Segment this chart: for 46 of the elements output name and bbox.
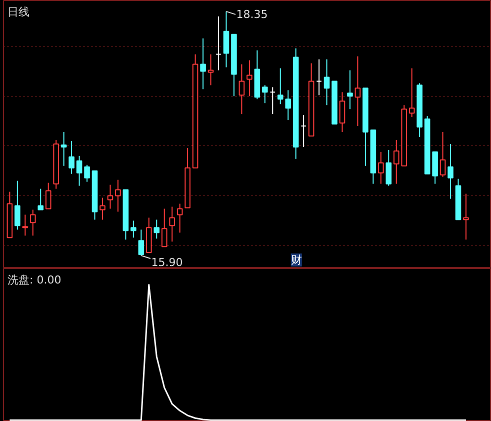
annotation: 财 [290, 254, 302, 266]
candlestick [84, 164, 90, 182]
candlestick [22, 214, 28, 236]
candlestick [154, 219, 160, 240]
candlestick [463, 193, 469, 240]
candlestick [316, 58, 322, 96]
candlestick [216, 16, 222, 71]
candlestick [285, 90, 291, 121]
candlestick [176, 203, 183, 234]
candlestick [270, 86, 276, 115]
candlestick [169, 206, 175, 242]
candlestick [38, 188, 44, 210]
candlestick [324, 58, 330, 106]
candlestick [200, 38, 206, 90]
candlestick [223, 10, 230, 68]
candlestick [386, 149, 392, 186]
candlestick [100, 197, 106, 220]
candlestick [14, 180, 20, 230]
candlestick [68, 140, 74, 174]
candlestick [339, 92, 346, 133]
candlestick [115, 179, 121, 212]
annotation: 18.35 [236, 8, 268, 21]
candlestick [138, 229, 144, 256]
candlestick [354, 56, 361, 127]
candlestick [60, 132, 67, 166]
candlestick [30, 209, 36, 236]
candlestick [300, 114, 306, 148]
candlestick [161, 208, 168, 248]
candlestick [238, 64, 245, 115]
candlestick [408, 68, 415, 118]
candlestick [246, 60, 252, 97]
annotation: 15.90 [151, 256, 183, 270]
candlestick [277, 68, 284, 105]
chart-title: 洗盘: 0.00 [8, 274, 62, 286]
candlestick [45, 182, 52, 210]
candlestick [262, 84, 268, 104]
candlestick [440, 132, 446, 178]
candlestick [432, 151, 438, 184]
text: 日线 [8, 6, 30, 18]
candlestick [347, 70, 353, 110]
candlestick [76, 155, 82, 186]
candlestick [448, 143, 454, 200]
candlestick [130, 220, 136, 238]
candlestick [107, 184, 114, 210]
candlestick [378, 151, 384, 184]
candlestick [208, 54, 214, 86]
